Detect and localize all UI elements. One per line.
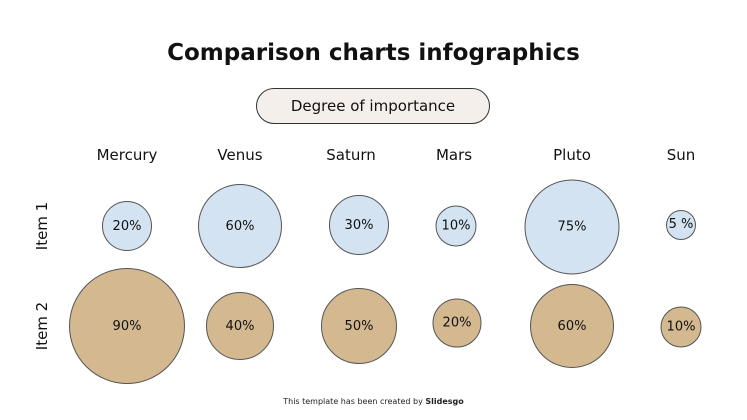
subtitle-pill: Degree of importance	[256, 88, 490, 124]
column-label-pluto: Pluto	[553, 146, 591, 164]
bubble-item1-mars: 10%	[435, 205, 477, 247]
footer-brand[interactable]: Slidesgo	[425, 397, 464, 406]
column-label-venus: Venus	[217, 146, 263, 164]
bubble-item1-saturn: 30%	[329, 195, 389, 255]
bubble-item1-sun: 5 %	[666, 210, 696, 240]
bubble-item2-pluto: 60%	[530, 284, 614, 368]
footer-credit: This template has been created by Slides…	[0, 397, 747, 406]
column-label-sun: Sun	[666, 146, 696, 164]
bubble-item2-venus: 40%	[206, 292, 274, 360]
bubble-item2-saturn: 50%	[321, 288, 397, 364]
column-label-mars: Mars	[435, 146, 473, 164]
bubble-item2-mars: 20%	[432, 298, 482, 348]
bubble-item1-pluto: 75%	[524, 179, 620, 275]
bubble-item2-sun: 10%	[660, 306, 702, 348]
bubble-item1-venus: 60%	[198, 184, 282, 268]
footer-prefix: This template has been created by	[283, 397, 426, 406]
column-label-saturn: Saturn	[326, 146, 376, 164]
page-title: Comparison charts infographics	[167, 40, 580, 66]
row-label-item-2: Item 2	[33, 301, 51, 351]
column-label-mercury: Mercury	[96, 146, 158, 164]
bubble-item1-mercury: 20%	[102, 201, 152, 251]
row-label-item-1: Item 1	[33, 201, 51, 251]
bubble-item2-mercury: 90%	[69, 268, 185, 384]
